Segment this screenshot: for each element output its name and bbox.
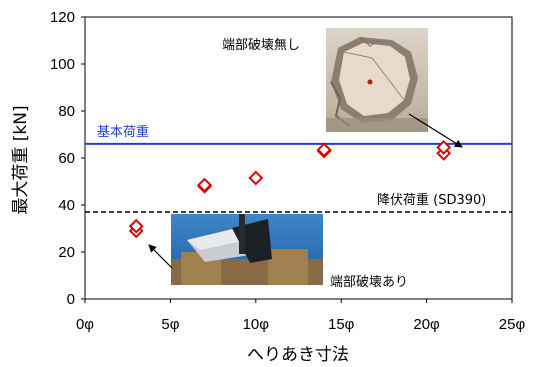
reference-label-base-load: 基本荷重: [97, 124, 149, 140]
annotation-no-end-failure: 端部破壊無し: [222, 38, 300, 53]
x-axis-title: へりあき寸法: [247, 345, 349, 365]
y-tick-label: 20: [58, 244, 75, 261]
data-point: [248, 170, 264, 186]
data-points: [128, 140, 452, 239]
x-tick-label: 5φ: [161, 316, 179, 333]
y-tick-label: 40: [58, 197, 75, 214]
x-axis-ticks: 0φ 5φ 10φ 15φ 20φ 25φ: [76, 299, 526, 333]
y-tick-label: 120: [50, 9, 75, 26]
data-point: [197, 177, 212, 193]
data-point: [436, 140, 452, 155]
x-tick-label: 20φ: [413, 316, 440, 333]
annotation-arrow-end-failure: [148, 244, 173, 269]
y-tick-label: 60: [58, 150, 75, 167]
y-axis-ticks: 0 20 40 60 80 100 120: [50, 9, 85, 308]
y-tick-label: 80: [58, 103, 75, 120]
annotation-arrow-no-end-failure: [408, 113, 463, 148]
photo-end-failure: [171, 214, 323, 285]
data-point: [316, 142, 332, 158]
y-axis-title: 最大荷重 [kN]: [11, 105, 31, 214]
y-tick-label: 100: [50, 56, 75, 73]
annotation-end-failure: 端部破壊あり: [330, 275, 408, 290]
reference-label-yield-load: 降伏荷重 (SD390): [377, 192, 486, 208]
data-point: [128, 218, 144, 234]
y-tick-label: 0: [67, 291, 75, 308]
x-tick-label: 25φ: [499, 316, 526, 333]
x-tick-label: 15φ: [328, 316, 355, 333]
x-tick-label: 10φ: [243, 316, 270, 333]
x-tick-label: 0φ: [76, 316, 94, 333]
